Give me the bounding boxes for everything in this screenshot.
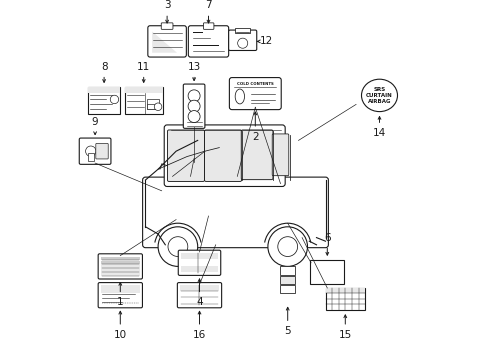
- Text: 10: 10: [114, 330, 126, 340]
- Ellipse shape: [361, 79, 397, 112]
- Bar: [101, 268, 139, 272]
- Bar: [180, 292, 218, 297]
- Text: 5: 5: [284, 326, 290, 336]
- Bar: [280, 285, 295, 293]
- Bar: [124, 87, 163, 114]
- FancyBboxPatch shape: [203, 23, 213, 30]
- Circle shape: [188, 111, 200, 122]
- Text: 12: 12: [259, 36, 272, 46]
- Bar: [235, 28, 250, 33]
- Bar: [180, 285, 218, 291]
- FancyBboxPatch shape: [98, 254, 142, 279]
- Bar: [147, 99, 158, 109]
- Polygon shape: [152, 31, 177, 53]
- Text: 16: 16: [192, 330, 206, 340]
- Text: COLD CONTENTS: COLD CONTENTS: [237, 82, 273, 86]
- Text: 4: 4: [196, 297, 203, 307]
- Bar: [181, 253, 218, 258]
- FancyBboxPatch shape: [188, 26, 228, 57]
- Circle shape: [85, 146, 96, 156]
- Text: 1: 1: [117, 297, 123, 307]
- FancyBboxPatch shape: [272, 134, 288, 176]
- FancyBboxPatch shape: [178, 250, 220, 275]
- FancyBboxPatch shape: [79, 138, 111, 164]
- Circle shape: [188, 90, 200, 102]
- Circle shape: [188, 100, 200, 112]
- Bar: [280, 266, 295, 275]
- Bar: [181, 266, 218, 271]
- FancyBboxPatch shape: [241, 130, 272, 180]
- Bar: [88, 87, 120, 114]
- Bar: [181, 260, 218, 265]
- Circle shape: [158, 227, 197, 266]
- Circle shape: [237, 38, 247, 48]
- Bar: [101, 285, 139, 293]
- Bar: [101, 261, 139, 264]
- FancyBboxPatch shape: [96, 143, 108, 159]
- Circle shape: [154, 103, 162, 111]
- Text: SRS
CURTAIN
AIRBAG: SRS CURTAIN AIRBAG: [366, 87, 392, 104]
- FancyBboxPatch shape: [147, 26, 186, 57]
- FancyBboxPatch shape: [177, 283, 221, 308]
- Bar: [88, 153, 94, 161]
- Bar: [180, 298, 218, 303]
- Bar: [309, 260, 344, 284]
- Bar: [101, 265, 139, 268]
- Bar: [280, 276, 295, 284]
- Text: 8: 8: [101, 62, 107, 72]
- FancyBboxPatch shape: [229, 77, 281, 109]
- Text: 9: 9: [92, 117, 98, 127]
- Text: 2: 2: [251, 132, 258, 142]
- FancyBboxPatch shape: [98, 283, 142, 308]
- FancyBboxPatch shape: [142, 177, 328, 248]
- Bar: [325, 288, 365, 293]
- Text: 13: 13: [187, 62, 200, 72]
- Text: 14: 14: [372, 128, 386, 138]
- Text: 11: 11: [137, 62, 150, 72]
- Circle shape: [277, 237, 297, 257]
- Bar: [124, 87, 163, 93]
- Text: 7: 7: [205, 0, 211, 10]
- Text: 6: 6: [324, 233, 330, 243]
- Bar: [88, 87, 120, 93]
- FancyBboxPatch shape: [228, 30, 256, 50]
- Bar: [325, 288, 365, 310]
- FancyBboxPatch shape: [204, 130, 241, 181]
- Bar: [101, 272, 139, 275]
- Bar: [147, 104, 155, 109]
- Text: 15: 15: [338, 330, 351, 340]
- Circle shape: [168, 237, 187, 257]
- Circle shape: [267, 227, 307, 266]
- Bar: [101, 257, 139, 260]
- Ellipse shape: [235, 89, 244, 104]
- Circle shape: [110, 95, 119, 104]
- FancyBboxPatch shape: [164, 125, 285, 186]
- FancyBboxPatch shape: [183, 84, 204, 129]
- Text: 3: 3: [163, 0, 170, 10]
- FancyBboxPatch shape: [161, 23, 173, 30]
- FancyBboxPatch shape: [167, 130, 204, 181]
